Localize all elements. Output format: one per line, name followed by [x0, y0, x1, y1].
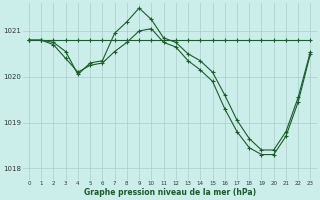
X-axis label: Graphe pression niveau de la mer (hPa): Graphe pression niveau de la mer (hPa)	[84, 188, 256, 197]
